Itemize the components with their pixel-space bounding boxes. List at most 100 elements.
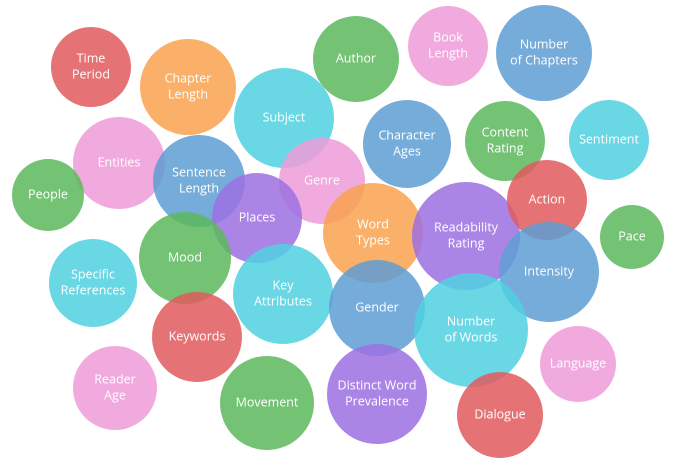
- bubble-label: Period: [72, 65, 110, 82]
- bubble-label: Rating: [487, 139, 524, 156]
- bubble: Language: [540, 326, 616, 402]
- bubble: Action: [507, 160, 587, 240]
- bubble: Places: [212, 173, 302, 263]
- bubble-label: of Chapters: [510, 51, 578, 68]
- bubble-circle: [139, 212, 231, 304]
- bubble-label: Intensity: [524, 262, 575, 279]
- bubble-circle: [327, 344, 427, 444]
- bubble-label: Chapter: [165, 69, 212, 86]
- bubble-label: Entities: [98, 153, 141, 170]
- bubble-label: Distinct Word: [338, 376, 417, 393]
- bubble-circle: [233, 244, 333, 344]
- bubble-label: Movement: [236, 393, 299, 410]
- bubble-circle: [49, 239, 137, 327]
- bubble-label: Length: [179, 179, 219, 196]
- bubble-circle: [408, 6, 488, 86]
- bubble-label: Attributes: [254, 292, 312, 309]
- bubble-label: Places: [239, 208, 276, 225]
- bubble-label: Time: [77, 49, 106, 66]
- bubble-label: References: [61, 281, 126, 298]
- bubble-circle: [212, 173, 302, 263]
- bubble: Keywords: [152, 292, 242, 382]
- bubble: Entities: [73, 117, 165, 209]
- bubble-label: Ages: [393, 142, 421, 159]
- bubble-label: Age: [104, 386, 126, 403]
- bubble-label: Language: [550, 354, 606, 371]
- bubble: Dialogue: [457, 372, 543, 458]
- bubble-label: Length: [428, 44, 468, 61]
- bubble-label: Number: [520, 35, 568, 52]
- bubble-label: People: [28, 185, 68, 202]
- bubble-circle: [507, 160, 587, 240]
- bubble-circle: [600, 205, 664, 269]
- bubble-label: Specific: [71, 265, 115, 282]
- bubble-circle: [152, 292, 242, 382]
- bubble-label: Key: [273, 276, 295, 293]
- bubble-circle: [329, 260, 425, 356]
- bubble-circle: [220, 356, 314, 450]
- bubble-label: of Words: [445, 328, 498, 345]
- bubble-circle: [457, 372, 543, 458]
- bubble-circle: [414, 273, 528, 387]
- bubble: Movement: [220, 356, 314, 450]
- bubble-label: Sentiment: [579, 130, 639, 147]
- bubble-circle: [12, 159, 84, 231]
- bubble-label: Gender: [355, 298, 399, 315]
- bubble: Sentiment: [569, 100, 649, 180]
- bubble: Mood: [139, 212, 231, 304]
- bubble-label: Mood: [168, 248, 202, 265]
- bubble: Intensity: [499, 222, 599, 322]
- bubble-label: Length: [168, 85, 208, 102]
- bubble-circle: [496, 5, 592, 101]
- bubble-label: Types: [356, 231, 390, 248]
- bubble-label: Rating: [448, 234, 485, 251]
- bubble-circle: [323, 183, 423, 283]
- bubble-label: Pace: [618, 227, 645, 244]
- bubble: Author: [313, 16, 399, 102]
- bubble-circle: [499, 222, 599, 322]
- bubble-label: Word: [357, 215, 389, 232]
- bubble-label: Dialogue: [474, 405, 525, 422]
- bubble-label: Number: [447, 312, 495, 329]
- bubble: People: [12, 159, 84, 231]
- bubble-circle: [465, 101, 545, 181]
- bubble-circle: [51, 27, 131, 107]
- bubble-label: Character: [378, 126, 435, 143]
- bubble: Gender: [329, 260, 425, 356]
- bubble-circle: [540, 326, 616, 402]
- bubble-circle: [569, 100, 649, 180]
- bubble-circle: [73, 346, 157, 430]
- bubble-label: Readability: [434, 218, 499, 235]
- bubble-label: Book: [433, 28, 463, 45]
- bubble-circle: [412, 182, 520, 290]
- bubble-label: Action: [529, 190, 566, 207]
- bubble-label: Keywords: [169, 327, 226, 344]
- bubble-circle: [140, 39, 236, 135]
- bubble: Pace: [600, 205, 664, 269]
- bubble-circle: [73, 117, 165, 209]
- bubble-label: Subject: [263, 108, 306, 125]
- bubble-label: Sentence: [172, 163, 226, 180]
- bubble-label: Genre: [304, 171, 340, 188]
- bubble-label: Reader: [94, 370, 135, 387]
- bubble-circle: [313, 16, 399, 102]
- bubble-label: Prevalence: [345, 392, 409, 409]
- bubble-label: Content: [482, 123, 529, 140]
- bubble-label: Author: [336, 49, 376, 66]
- bubble-circle: [363, 100, 451, 188]
